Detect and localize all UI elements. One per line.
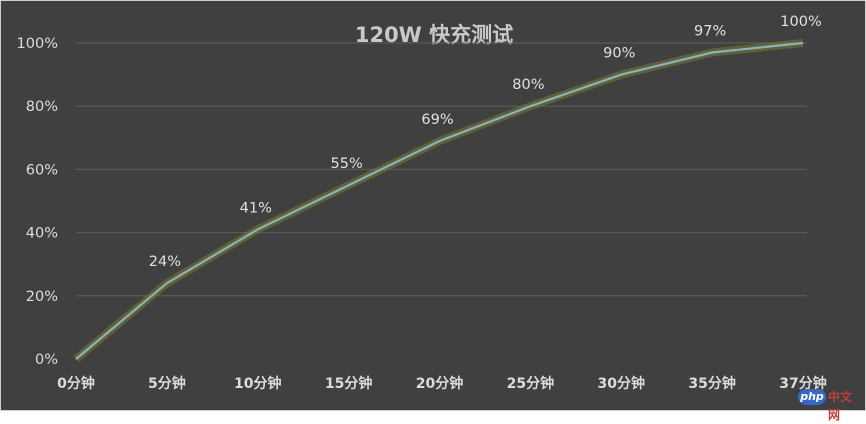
series-line-glow <box>76 43 803 359</box>
data-label: 69% <box>421 112 453 128</box>
data-label: 41% <box>240 200 272 216</box>
y-tick-label: 20% <box>26 289 58 305</box>
x-tick-label: 20分钟 <box>416 375 463 392</box>
x-tick-label: 30分钟 <box>598 375 645 392</box>
data-label: 97% <box>694 23 726 39</box>
data-label: 80% <box>512 77 544 93</box>
gridlines <box>76 43 807 296</box>
x-tick-label: 0分钟 <box>57 375 95 392</box>
site-watermark: php 中文网 <box>798 387 860 407</box>
data-label: 90% <box>603 46 635 62</box>
y-tick-label: 40% <box>26 226 58 242</box>
watermark-badge: php <box>798 389 826 405</box>
x-tick-label: 35分钟 <box>688 375 735 392</box>
y-tick-label: 100% <box>17 36 58 52</box>
series-line <box>76 43 803 359</box>
series-line-group <box>76 43 803 359</box>
data-label: 100% <box>780 14 821 30</box>
data-label: 55% <box>331 156 363 172</box>
x-tick-label: 10分钟 <box>234 375 281 392</box>
x-tick-label: 15分钟 <box>325 375 372 392</box>
y-tick-label: 80% <box>26 99 58 115</box>
data-label: 24% <box>149 254 181 270</box>
x-tick-label: 25分钟 <box>507 375 554 392</box>
watermark-text: 中文网 <box>828 388 860 424</box>
y-axis-ticks: 0% 20% 40% 60% 80% 100% <box>17 36 58 368</box>
x-tick-label: 5分钟 <box>148 375 186 392</box>
y-tick-label: 0% <box>35 352 58 368</box>
y-tick-label: 60% <box>26 162 58 178</box>
